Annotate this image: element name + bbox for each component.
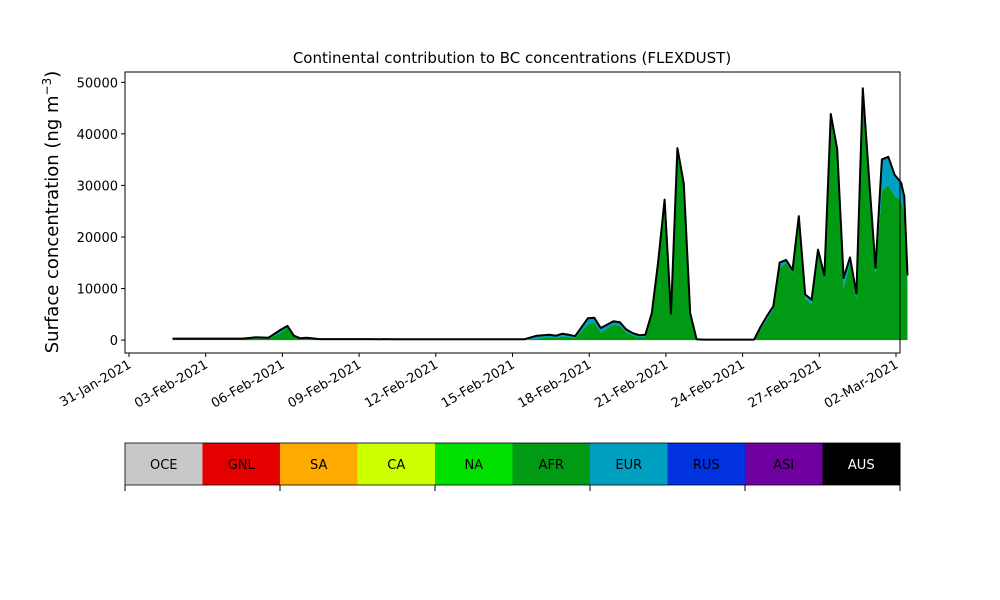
legend-label-asi: ASI (773, 458, 794, 473)
legend-label-rus: RUS (693, 458, 720, 473)
y-tick-label: 10000 (77, 283, 118, 298)
legend: OCE GNL SA CA NA AFR EUR RUS ASI AUS (124, 442, 901, 491)
x-tick-label: 03-Feb-2021 (132, 357, 211, 411)
x-tick-label: 18-Feb-2021 (516, 357, 595, 411)
y-tick-label: 50000 (77, 76, 118, 91)
y-tick-label: 20000 (77, 231, 118, 246)
x-axis: 31-Jan-202103-Feb-202106-Feb-202109-Feb-… (57, 353, 901, 412)
x-tick-label: 06-Feb-2021 (209, 357, 288, 411)
legend-swatch-gnl (202, 443, 281, 485)
legend-swatch-na (435, 443, 513, 485)
chart-title: Continental contribution to BC concentra… (293, 49, 731, 67)
series-area-afr (172, 92, 908, 341)
x-tick-label: 15-Feb-2021 (439, 357, 518, 411)
legend-label-ca: CA (387, 458, 405, 473)
y-tick-label: 0 (110, 334, 118, 349)
x-tick-label: 12-Feb-2021 (362, 357, 441, 411)
legend-frame (124, 442, 901, 486)
x-tick-label: 24-Feb-2021 (669, 357, 748, 411)
legend-label-eur: EUR (615, 458, 642, 473)
legend-swatch-afr (512, 443, 591, 485)
legend-label-oce: OCE (150, 458, 178, 473)
legend-swatch-aus (822, 443, 901, 485)
legend-label-afr: AFR (539, 458, 564, 473)
legend-swatch-ca (357, 443, 436, 485)
y-axis: 0 10000 20000 30000 40000 50000 (77, 76, 125, 349)
y-axis-label: Surface concentration (ng m−3) (40, 71, 63, 354)
legend-swatch-eur (590, 443, 668, 485)
x-tick-label: 31-Jan-2021 (57, 357, 134, 410)
x-tick-label: 09-Feb-2021 (286, 357, 365, 411)
legend-label-gnl: GNL (228, 458, 256, 473)
y-tick-label: 40000 (77, 128, 118, 143)
plot-area (172, 87, 909, 341)
x-tick-label: 21-Feb-2021 (592, 357, 671, 411)
total-line (172, 87, 909, 341)
x-tick-label: 27-Feb-2021 (746, 357, 825, 411)
legend-swatch-rus (667, 443, 746, 485)
x-tick-label: 02-Mar-2021 (822, 357, 901, 411)
legend-label-sa: SA (310, 458, 327, 473)
legend-label-na: NA (464, 458, 483, 473)
legend-label-aus: AUS (848, 458, 875, 473)
legend-swatch-asi (745, 443, 823, 485)
legend-swatch-oce (125, 443, 203, 485)
y-tick-label: 30000 (77, 179, 118, 194)
legend-swatch-sa (280, 443, 358, 485)
